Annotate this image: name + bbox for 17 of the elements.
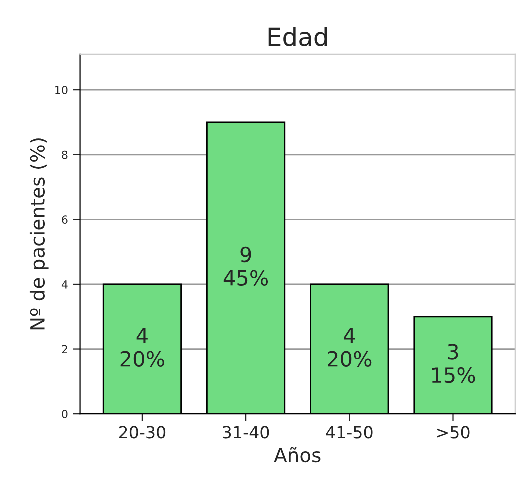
x-tick-label: >50: [437, 426, 470, 439]
x-tick-label: 31-40: [223, 426, 270, 439]
data-label: 3 15%: [432, 344, 476, 384]
y-axis-title: Nº de pacientes (%): [30, 138, 49, 330]
y-tick-label: 0: [62, 410, 68, 418]
x-axis-title: Años: [274, 447, 321, 463]
y-tick-label: 2: [62, 345, 68, 354]
data-label: 4 20%: [120, 328, 164, 367]
x-tick-label: 20-30: [119, 426, 166, 439]
chart-title: Edad: [268, 27, 328, 46]
x-tick-label: 41-50: [326, 426, 373, 439]
y-tick-label: 10: [56, 86, 68, 94]
y-tick-label: 4: [62, 280, 68, 289]
data-label: 4 20%: [328, 328, 372, 367]
data-label: 9 45%: [224, 246, 268, 286]
y-tick-label: 8: [62, 150, 68, 160]
y-tick-label: 6: [62, 216, 68, 224]
